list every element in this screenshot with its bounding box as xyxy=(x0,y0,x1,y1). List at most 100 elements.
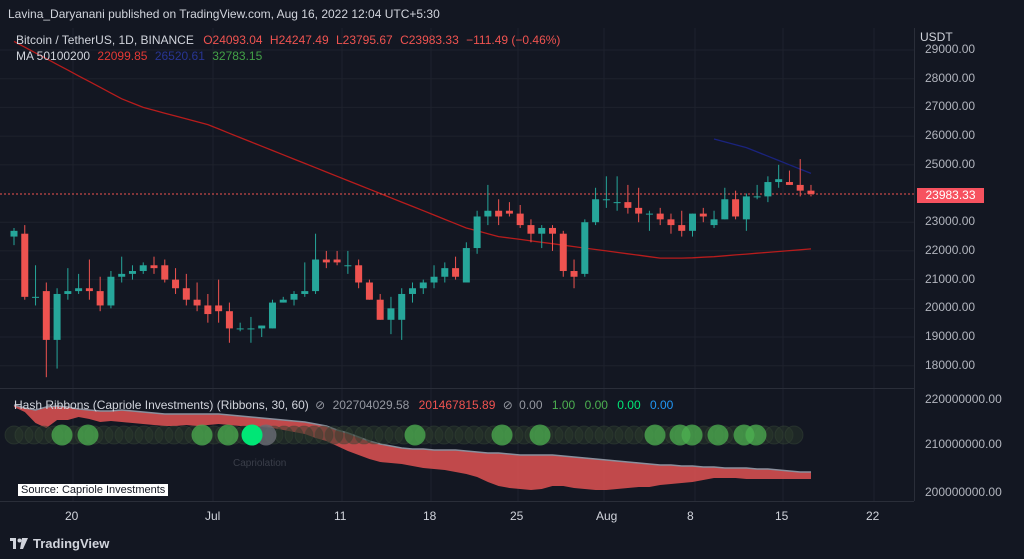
indicator-v4: 1.00 xyxy=(551,398,576,412)
candle xyxy=(279,296,287,303)
candle xyxy=(581,219,589,277)
candle-body xyxy=(785,182,793,185)
indicator-v2: 201467815.89 xyxy=(418,398,496,412)
candle xyxy=(312,233,320,294)
ribbon-dot-faint xyxy=(464,425,484,445)
candle-body xyxy=(85,288,93,292)
candle xyxy=(322,250,330,269)
candle xyxy=(732,190,740,220)
settings-icon[interactable]: ⊘ xyxy=(315,398,326,412)
candle xyxy=(32,265,40,306)
pane-separator[interactable] xyxy=(0,388,914,389)
ribbon-dot-faint xyxy=(574,425,594,445)
ribbon-dot-faint xyxy=(454,425,474,445)
ribbon-dot-faint xyxy=(4,425,24,445)
chart-area[interactable] xyxy=(0,28,914,501)
candle xyxy=(796,159,804,197)
candle-body xyxy=(96,291,104,306)
candle-body xyxy=(775,179,783,183)
candle xyxy=(613,176,621,211)
candle-body xyxy=(742,196,750,220)
candle xyxy=(64,268,72,300)
price-tick-label: 20000.00 xyxy=(925,300,976,315)
candle xyxy=(753,184,761,200)
ribbon-dot-faint xyxy=(314,425,334,445)
candle-body xyxy=(172,279,180,289)
candle-body xyxy=(764,182,772,197)
candle xyxy=(408,282,416,303)
candle-body xyxy=(807,190,815,195)
symbol-legend: Bitcoin / TetherUS, 1D, BINANCE O24093.0… xyxy=(16,33,560,47)
price-tick-label: 23000.00 xyxy=(925,214,976,229)
candle-body xyxy=(150,265,158,269)
ribbon-dot-faint xyxy=(144,425,164,445)
ma-legend: MA 50100200 22099.85 26520.61 32783.15 xyxy=(16,49,262,63)
candle xyxy=(398,288,406,340)
candle xyxy=(333,250,341,266)
candle xyxy=(473,210,481,254)
time-tick-label: 15 xyxy=(775,509,789,523)
candle xyxy=(355,259,363,289)
legend-low: L23795.67 xyxy=(335,33,393,47)
ribbon-dot-faint xyxy=(614,425,634,445)
candle xyxy=(301,262,309,297)
candle xyxy=(635,187,643,223)
candle xyxy=(344,250,352,274)
ma-label[interactable]: MA 50100200 xyxy=(16,49,91,63)
candle xyxy=(161,259,169,283)
candle-body xyxy=(430,276,438,283)
candle xyxy=(236,322,244,332)
candle-body xyxy=(721,199,729,220)
candle xyxy=(785,170,793,185)
ribbon-dot-green xyxy=(745,424,767,446)
candle xyxy=(376,293,384,320)
ribbon-dot-faint xyxy=(784,425,804,445)
price-scale[interactable]: 29000.00 28000.00 27000.00 26000.00 25000.00… xyxy=(914,28,1024,501)
candle-body xyxy=(21,233,29,297)
legend-high: H24247.49 xyxy=(269,33,329,47)
candle-body xyxy=(355,265,363,283)
candle-body xyxy=(10,230,18,237)
candle xyxy=(215,279,223,323)
time-axis[interactable]: 20 Jul 11 18 25 Aug 8 15 22 xyxy=(0,501,914,528)
candle xyxy=(807,184,815,197)
candle xyxy=(602,176,610,208)
candle xyxy=(247,316,255,343)
ribbon-dot-faint xyxy=(294,425,314,445)
indicator-title[interactable]: Hash Ribbons (Capriole Investments) (Rib… xyxy=(14,398,309,412)
publish-info: Lavina_Daryanani published on TradingVie… xyxy=(8,7,440,21)
candle xyxy=(290,291,298,306)
candle-body xyxy=(635,207,643,214)
candle xyxy=(182,273,190,306)
ribbon-dot-faint xyxy=(594,425,614,445)
candle xyxy=(225,302,233,343)
price-tick-label: 18000.00 xyxy=(925,357,976,372)
ribbon-dot-faint xyxy=(164,425,184,445)
top-bar: Lavina_Daryanani published on TradingVie… xyxy=(0,0,1024,28)
symbol-name[interactable]: Bitcoin / TetherUS, 1D, BINANCE xyxy=(16,33,194,47)
price-chart[interactable] xyxy=(0,28,914,501)
candle-body xyxy=(128,271,136,274)
candle xyxy=(516,205,524,228)
candle-body xyxy=(107,276,115,306)
candle-body xyxy=(527,225,535,234)
candle xyxy=(775,164,783,188)
price-tick-label: 26000.00 xyxy=(925,128,976,143)
candle xyxy=(193,282,201,312)
time-tick-label: Aug xyxy=(596,509,618,523)
candle-body xyxy=(753,196,761,198)
ribbon-dot-faint xyxy=(554,425,574,445)
indicator-tick-label: 200000000.00 xyxy=(925,485,1002,499)
ma200-value: 32783.15 xyxy=(212,49,263,63)
candle-body xyxy=(462,248,470,283)
candle-body xyxy=(215,305,223,312)
ribbon-dot-faint xyxy=(434,425,454,445)
candle xyxy=(764,176,772,203)
price-tick-label: 29000.00 xyxy=(925,42,976,57)
candle xyxy=(505,202,513,217)
time-tick-label: 25 xyxy=(510,509,524,523)
price-tick-label: 22000.00 xyxy=(925,242,976,257)
ribbon-dot-faint xyxy=(154,425,174,445)
tradingview-logo[interactable]: TradingView xyxy=(10,536,109,551)
currency-label[interactable]: USDT xyxy=(920,30,953,44)
